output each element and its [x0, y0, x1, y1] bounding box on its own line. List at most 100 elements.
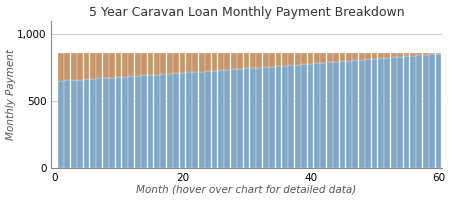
- Bar: [308, 53, 313, 64]
- Bar: [71, 53, 77, 80]
- Bar: [288, 65, 294, 168]
- Bar: [295, 53, 301, 65]
- Bar: [404, 56, 410, 168]
- Bar: [225, 53, 230, 70]
- Bar: [276, 66, 281, 168]
- Bar: [90, 53, 96, 79]
- Bar: [308, 64, 313, 168]
- Bar: [64, 80, 70, 168]
- Bar: [83, 79, 89, 168]
- Bar: [154, 75, 160, 168]
- Bar: [161, 53, 166, 74]
- Bar: [359, 60, 365, 168]
- Bar: [384, 53, 390, 58]
- Bar: [97, 78, 102, 168]
- Bar: [429, 53, 435, 54]
- Bar: [314, 63, 320, 168]
- Bar: [90, 79, 96, 168]
- Bar: [359, 53, 365, 60]
- Bar: [269, 67, 275, 168]
- Bar: [237, 69, 243, 168]
- Bar: [199, 72, 205, 168]
- Bar: [141, 75, 147, 168]
- Bar: [340, 53, 345, 61]
- Bar: [372, 53, 377, 59]
- Bar: [263, 53, 269, 67]
- Bar: [244, 68, 249, 168]
- Bar: [282, 66, 288, 168]
- Bar: [250, 68, 256, 168]
- Bar: [205, 71, 211, 168]
- Bar: [199, 53, 205, 72]
- Bar: [320, 63, 326, 168]
- Bar: [301, 64, 307, 168]
- Bar: [372, 59, 377, 168]
- Bar: [416, 53, 422, 55]
- Bar: [333, 53, 339, 62]
- Bar: [167, 53, 173, 74]
- Bar: [352, 53, 358, 60]
- Bar: [378, 53, 384, 58]
- Bar: [276, 53, 281, 66]
- Bar: [58, 53, 64, 81]
- Bar: [122, 53, 128, 77]
- Bar: [193, 53, 198, 72]
- Bar: [122, 77, 128, 168]
- Bar: [346, 53, 352, 61]
- Bar: [231, 53, 237, 69]
- Bar: [103, 78, 109, 168]
- Bar: [218, 53, 224, 70]
- Bar: [410, 56, 416, 168]
- Bar: [129, 53, 134, 76]
- Bar: [282, 53, 288, 66]
- Bar: [179, 53, 185, 73]
- Bar: [161, 74, 166, 168]
- Bar: [250, 53, 256, 68]
- Bar: [429, 54, 435, 168]
- Title: 5 Year Caravan Loan Monthly Payment Breakdown: 5 Year Caravan Loan Monthly Payment Brea…: [89, 6, 405, 19]
- Bar: [173, 53, 179, 73]
- Bar: [410, 53, 416, 56]
- Bar: [423, 55, 429, 168]
- Bar: [378, 58, 384, 168]
- Bar: [71, 80, 77, 168]
- Bar: [58, 81, 64, 168]
- Bar: [225, 70, 230, 168]
- Bar: [340, 61, 345, 168]
- Bar: [288, 53, 294, 65]
- Bar: [256, 68, 262, 168]
- Bar: [327, 62, 333, 168]
- Bar: [237, 53, 243, 69]
- Bar: [391, 57, 397, 168]
- Bar: [115, 53, 121, 77]
- Bar: [167, 74, 173, 168]
- Bar: [186, 72, 192, 168]
- Bar: [256, 53, 262, 68]
- Bar: [352, 60, 358, 168]
- Bar: [365, 53, 371, 59]
- Bar: [436, 53, 442, 54]
- Bar: [83, 53, 89, 79]
- Bar: [129, 76, 134, 168]
- Bar: [436, 54, 442, 168]
- X-axis label: Month (hover over chart for detailed data): Month (hover over chart for detailed dat…: [136, 184, 357, 194]
- Bar: [423, 53, 429, 55]
- Bar: [147, 53, 153, 75]
- Bar: [77, 53, 83, 80]
- Bar: [64, 53, 70, 80]
- Bar: [205, 53, 211, 71]
- Y-axis label: Monthly Payment: Monthly Payment: [5, 49, 15, 140]
- Bar: [391, 53, 397, 57]
- Bar: [186, 53, 192, 72]
- Bar: [346, 61, 352, 168]
- Bar: [141, 53, 147, 75]
- Bar: [109, 78, 115, 168]
- Bar: [193, 72, 198, 168]
- Bar: [231, 69, 237, 168]
- Bar: [244, 53, 249, 68]
- Bar: [179, 73, 185, 168]
- Bar: [327, 53, 333, 62]
- Bar: [212, 71, 217, 168]
- Bar: [173, 73, 179, 168]
- Bar: [416, 55, 422, 168]
